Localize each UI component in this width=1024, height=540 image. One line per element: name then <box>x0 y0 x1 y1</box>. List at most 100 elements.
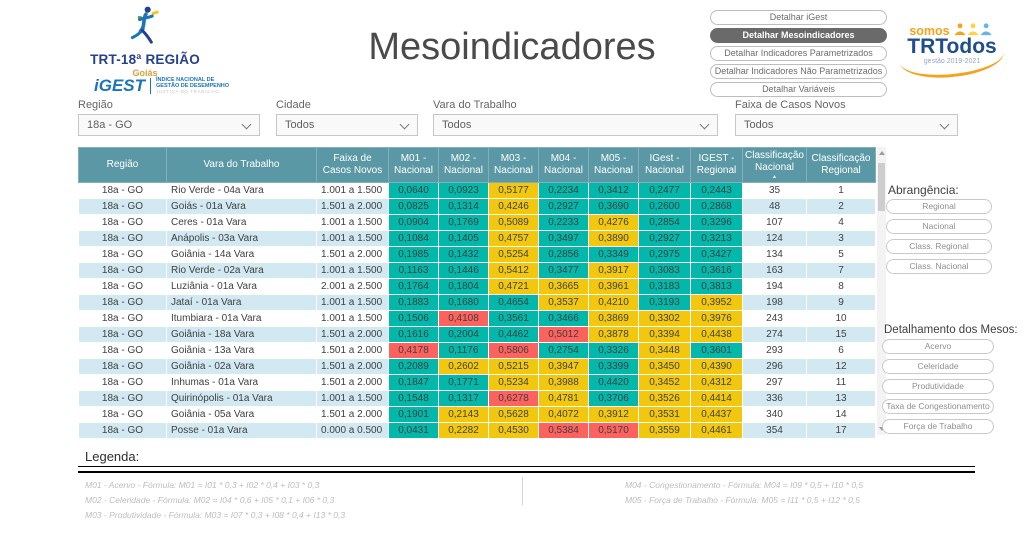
cell-igest-nacional[interactable]: 0,3531 <box>638 406 691 423</box>
cell-vara[interactable]: Goiânia - 02a Vara <box>166 358 317 375</box>
cell-regiao[interactable]: 18a - GO <box>78 390 167 407</box>
cell-m03[interactable]: 0,4757 <box>488 230 539 247</box>
cell-regiao[interactable]: 18a - GO <box>78 422 167 439</box>
cell-classificacao-regional[interactable]: 6 <box>806 342 876 359</box>
cell-m03[interactable]: 0,3561 <box>488 310 539 327</box>
cell-regiao[interactable]: 18a - GO <box>78 406 167 423</box>
cell-vara[interactable]: Inhumas - 01a Vara <box>166 374 317 391</box>
cell-classificacao-regional[interactable]: 2 <box>806 198 876 215</box>
cell-regiao[interactable]: 18a - GO <box>78 214 167 231</box>
cell-classificacao-regional[interactable]: 5 <box>806 246 876 263</box>
cell-m02[interactable]: 0,1446 <box>438 262 489 279</box>
cell-igest-nacional[interactable]: 0,3448 <box>638 342 691 359</box>
cell-m01[interactable]: 0,1901 <box>388 406 439 423</box>
scrollbar-thumb[interactable] <box>878 163 885 211</box>
nav-button[interactable]: Detalhar Indicadores Não Parametrizados <box>710 64 887 79</box>
cell-igest-regional[interactable]: 0,4437 <box>690 406 743 423</box>
cell-m02[interactable]: 0,2004 <box>438 326 489 343</box>
cell-igest-nacional[interactable]: 0,3450 <box>638 358 691 375</box>
cell-classificacao-nacional[interactable]: 134 <box>742 246 807 263</box>
cell-igest-regional[interactable]: 0,4312 <box>690 374 743 391</box>
cell-m04[interactable]: 0,5012 <box>538 326 589 343</box>
cell-m02[interactable]: 0,2143 <box>438 406 489 423</box>
cell-classificacao-nacional[interactable]: 297 <box>742 374 807 391</box>
column-header[interactable]: Classificação Regional <box>806 147 876 183</box>
cell-classificacao-regional[interactable]: 17 <box>806 422 876 439</box>
cell-m05[interactable]: 0,3878 <box>588 326 639 343</box>
cell-vara[interactable]: Goiânia - 13a Vara <box>166 342 317 359</box>
cell-m01[interactable]: 0,1506 <box>388 310 439 327</box>
column-header[interactable]: M01 - Nacional <box>388 147 439 183</box>
cell-m04[interactable]: 0,2927 <box>538 198 589 215</box>
abrangencia-button[interactable]: Class. Nacional <box>886 259 992 274</box>
cell-regiao[interactable]: 18a - GO <box>78 198 167 215</box>
cell-igest-nacional[interactable]: 0,3183 <box>638 278 691 295</box>
cell-regiao[interactable]: 18a - GO <box>78 278 167 295</box>
cell-classificacao-regional[interactable]: 12 <box>806 358 876 375</box>
nav-button[interactable]: Detalhar Variáveis <box>710 82 887 97</box>
cell-m02[interactable]: 0,1680 <box>438 294 489 311</box>
abrangencia-button[interactable]: Class. Regional <box>886 239 992 254</box>
cell-igest-regional[interactable]: 0,2443 <box>690 182 743 199</box>
cell-faixa[interactable]: 1.001 a 1.500 <box>316 214 389 231</box>
cell-m02[interactable]: 0,1804 <box>438 278 489 295</box>
cell-m04[interactable]: 0,2856 <box>538 246 589 263</box>
abrangencia-button[interactable]: Regional <box>886 199 992 214</box>
cell-m04[interactable]: 0,2754 <box>538 342 589 359</box>
cell-m04[interactable]: 0,4781 <box>538 390 589 407</box>
abrangencia-button[interactable]: Nacional <box>886 219 992 234</box>
cell-regiao[interactable]: 18a - GO <box>78 358 167 375</box>
cell-m05[interactable]: 0,3890 <box>588 230 639 247</box>
cell-vara[interactable]: Quirinópolis - 01a Vara <box>166 390 317 407</box>
cell-m04[interactable]: 0,3947 <box>538 358 589 375</box>
cell-faixa[interactable]: 1.501 a 2.000 <box>316 246 389 263</box>
scroll-up-arrow-icon[interactable] <box>878 151 885 155</box>
cell-vara[interactable]: Anápolis - 03a Vara <box>166 230 317 247</box>
cell-classificacao-regional[interactable]: 11 <box>806 374 876 391</box>
column-header[interactable]: Faixa de Casos Novos <box>316 147 389 183</box>
cell-faixa[interactable]: 1.501 a 2.000 <box>316 198 389 215</box>
scroll-down-arrow-icon[interactable] <box>878 427 885 431</box>
cell-m03[interactable]: 0,5628 <box>488 406 539 423</box>
cell-igest-regional[interactable]: 0,2868 <box>690 198 743 215</box>
cell-m05[interactable]: 0,3706 <box>588 390 639 407</box>
filter-regiao-dropdown[interactable]: 18a - GO <box>78 114 260 136</box>
cell-m04[interactable]: 0,4072 <box>538 406 589 423</box>
nav-button[interactable]: Detalhar iGest <box>710 10 887 25</box>
cell-m03[interactable]: 0,4654 <box>488 294 539 311</box>
cell-regiao[interactable]: 18a - GO <box>78 310 167 327</box>
cell-m01[interactable]: 0,0825 <box>388 198 439 215</box>
cell-igest-regional[interactable]: 0,3296 <box>690 214 743 231</box>
detalhamento-button[interactable]: Taxa de Congestionamento <box>882 399 994 414</box>
cell-vara[interactable]: Itumbiara - 01a Vara <box>166 310 317 327</box>
table-scrollbar[interactable] <box>877 147 886 435</box>
detalhamento-button[interactable]: Celeridade <box>882 359 994 374</box>
cell-m05[interactable]: 0,4276 <box>588 214 639 231</box>
cell-m01[interactable]: 0,1985 <box>388 246 439 263</box>
cell-m01[interactable]: 0,1163 <box>388 262 439 279</box>
cell-m05[interactable]: 0,3690 <box>588 198 639 215</box>
nav-button[interactable]: Detalhar Mesoindicadores <box>710 28 887 43</box>
cell-igest-nacional[interactable]: 0,3193 <box>638 294 691 311</box>
cell-m05[interactable]: 0,4420 <box>588 374 639 391</box>
cell-faixa[interactable]: 0.000 a 0.500 <box>316 422 389 439</box>
cell-m02[interactable]: 0,0923 <box>438 182 489 199</box>
cell-m03[interactable]: 0,5412 <box>488 262 539 279</box>
cell-faixa[interactable]: 1.501 a 2.000 <box>316 326 389 343</box>
cell-vara[interactable]: Ceres - 01a Vara <box>166 214 317 231</box>
cell-m03[interactable]: 0,5089 <box>488 214 539 231</box>
cell-classificacao-nacional[interactable]: 194 <box>742 278 807 295</box>
cell-regiao[interactable]: 18a - GO <box>78 246 167 263</box>
cell-classificacao-nacional[interactable]: 48 <box>742 198 807 215</box>
cell-faixa[interactable]: 1.001 a 1.500 <box>316 390 389 407</box>
cell-m02[interactable]: 0,1405 <box>438 230 489 247</box>
cell-vara[interactable]: Goiânia - 18a Vara <box>166 326 317 343</box>
cell-classificacao-regional[interactable]: 1 <box>806 182 876 199</box>
detalhamento-button[interactable]: Força de Trabalho <box>882 419 994 434</box>
cell-classificacao-nacional[interactable]: 336 <box>742 390 807 407</box>
cell-m05[interactable]: 0,4210 <box>588 294 639 311</box>
column-header[interactable]: Classificação Nacional ▲ <box>742 147 807 183</box>
cell-m03[interactable]: 0,6278 <box>488 390 539 407</box>
column-header[interactable]: Vara do Trabalho <box>166 147 317 183</box>
cell-vara[interactable]: Posse - 01a Vara <box>166 422 317 439</box>
